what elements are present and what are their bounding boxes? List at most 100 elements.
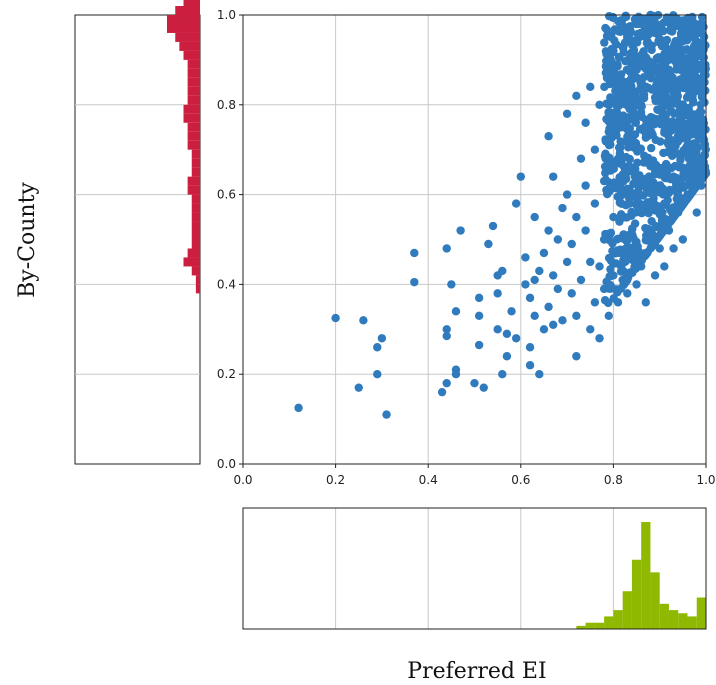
scatter-point (621, 152, 631, 162)
scatter-point (586, 325, 595, 334)
scatter-point (451, 370, 461, 379)
scatter-point (633, 29, 643, 39)
scatter-point (558, 203, 567, 213)
scatter-point (687, 48, 696, 58)
scatter-point (673, 187, 683, 196)
scatter-point (664, 137, 673, 147)
scatter-point (544, 132, 553, 141)
scatter-point (456, 226, 465, 235)
scatter-point (382, 410, 391, 419)
scatter-point (572, 212, 581, 222)
scatter-point (665, 204, 675, 214)
scatter-point (474, 293, 484, 303)
scatter-point (638, 191, 648, 200)
scatter-point (639, 47, 648, 56)
scatter-point (672, 42, 681, 51)
scatter-point (642, 38, 652, 48)
scatter-point (672, 173, 681, 183)
scatter-point (682, 93, 692, 102)
scatter-point (631, 164, 640, 174)
scatter-point (643, 248, 652, 257)
bottom-histogram-bar (659, 603, 669, 629)
bottom-histogram-bar (594, 622, 605, 629)
scatter-point (649, 239, 658, 249)
scatter-point (647, 59, 656, 69)
x-axis-label: Preferred EI (407, 659, 546, 684)
scatter-point (632, 280, 641, 289)
scatter-point (672, 88, 681, 98)
left-histogram-bar (187, 59, 200, 69)
scatter-point (410, 277, 419, 287)
scatter-point (646, 162, 655, 171)
scatter-point (623, 132, 632, 141)
scatter-point (669, 149, 678, 159)
bottom-marginal-bars (576, 522, 706, 629)
scatter-point (670, 211, 679, 220)
scatter-point (502, 329, 512, 338)
scatter-point (647, 15, 656, 25)
scatter-point (410, 248, 419, 258)
scatter-point (646, 143, 656, 153)
scatter-point (502, 352, 512, 361)
scatter-point (562, 109, 572, 118)
left-histogram-bar (183, 0, 200, 7)
scatter-point (632, 61, 641, 71)
scatter-point (641, 115, 650, 125)
scatter-point (590, 145, 600, 154)
scatter-point (675, 61, 685, 70)
left-marginal-grid (75, 104, 200, 375)
scatter-point (600, 296, 610, 305)
scatter-point (613, 288, 622, 297)
scatter-point (615, 217, 624, 226)
scatter-point (601, 135, 610, 144)
scatter-point (525, 361, 535, 370)
scatter-point (698, 115, 708, 124)
scatter-point (606, 265, 615, 274)
bottom-histogram-bar (613, 610, 623, 629)
scatter-point (617, 199, 626, 208)
scatter-point (493, 289, 502, 298)
bottom-histogram-bar (668, 610, 679, 629)
bottom-histogram-bar (585, 622, 595, 629)
scatter-point (621, 56, 630, 66)
scatter-point (576, 275, 586, 285)
scatter-point (665, 50, 674, 59)
scatter-point (606, 228, 616, 238)
scatter-point (507, 307, 516, 316)
scatter-point (653, 105, 662, 114)
scatter-point (685, 107, 694, 117)
left-histogram-bar (167, 15, 200, 24)
scatter-point (634, 101, 643, 110)
scatter-point (605, 272, 614, 281)
scatter-point (630, 219, 640, 228)
scatter-point (699, 38, 708, 47)
scatter-points (294, 10, 711, 419)
scatter-point (658, 90, 667, 99)
scatter-point (686, 189, 695, 199)
left-histogram-bar (167, 23, 200, 33)
scatter-point (590, 199, 600, 208)
scatter-point (653, 234, 663, 243)
scatter-point (595, 262, 604, 271)
left-histogram-bar (179, 41, 200, 51)
left-histogram-bar (183, 50, 200, 60)
scatter-point (530, 212, 539, 222)
scatter-point (637, 79, 646, 88)
scatter-point (655, 210, 665, 219)
scatter-point (581, 118, 590, 127)
scatter-point (331, 313, 340, 323)
scatter-point (632, 73, 642, 83)
scatter-point (673, 109, 682, 118)
scatter-plot-frame (242, 14, 707, 465)
scatter-point (484, 239, 493, 249)
left-marginal-histogram-frame (74, 14, 201, 465)
bottom-marginal-histogram-frame (242, 507, 707, 630)
left-histogram-bar (187, 248, 200, 258)
scatter-point (511, 334, 521, 343)
left-histogram-bar (175, 6, 200, 15)
scatter-point (624, 161, 633, 171)
scatter-point (637, 19, 647, 29)
scatter-point (613, 246, 622, 255)
scatter-point (549, 320, 558, 330)
scatter-point (553, 235, 563, 244)
